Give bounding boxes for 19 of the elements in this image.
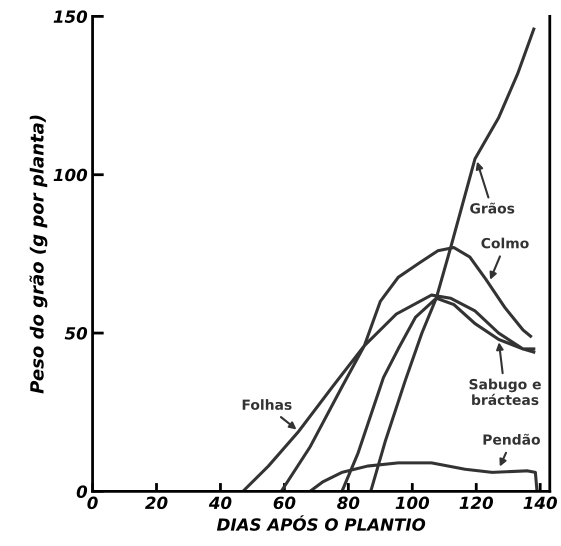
- y-tick-label: 100: [54, 168, 88, 182]
- y-tick-label: 150: [54, 10, 88, 23]
- y-tick-label: 50: [64, 327, 88, 340]
- annotation: Pendão: [484, 434, 540, 445]
- x-tick-label: 40: [208, 496, 232, 510]
- annotation: Sabugo e brácteas: [470, 378, 541, 406]
- x-tick-label: 60: [274, 496, 296, 510]
- annotation: Colmo: [481, 238, 529, 248]
- y-tick-label: 0: [76, 485, 88, 498]
- annotation: Folhas: [242, 399, 292, 410]
- x-tick-label: 0: [87, 496, 98, 510]
- x-tick-label: 140: [524, 496, 557, 510]
- annotation: Grãos: [470, 202, 514, 214]
- y-axis-title: Peso do grão (g por planta): [29, 116, 48, 394]
- x-axis-title: DIAS APÓS O PLANTIO: [216, 515, 426, 531]
- x-tick-label: 120: [460, 496, 494, 510]
- x-tick-label: 20: [145, 496, 168, 510]
- x-tick-label: 80: [337, 496, 360, 510]
- x-tick-label: 100: [396, 496, 430, 510]
